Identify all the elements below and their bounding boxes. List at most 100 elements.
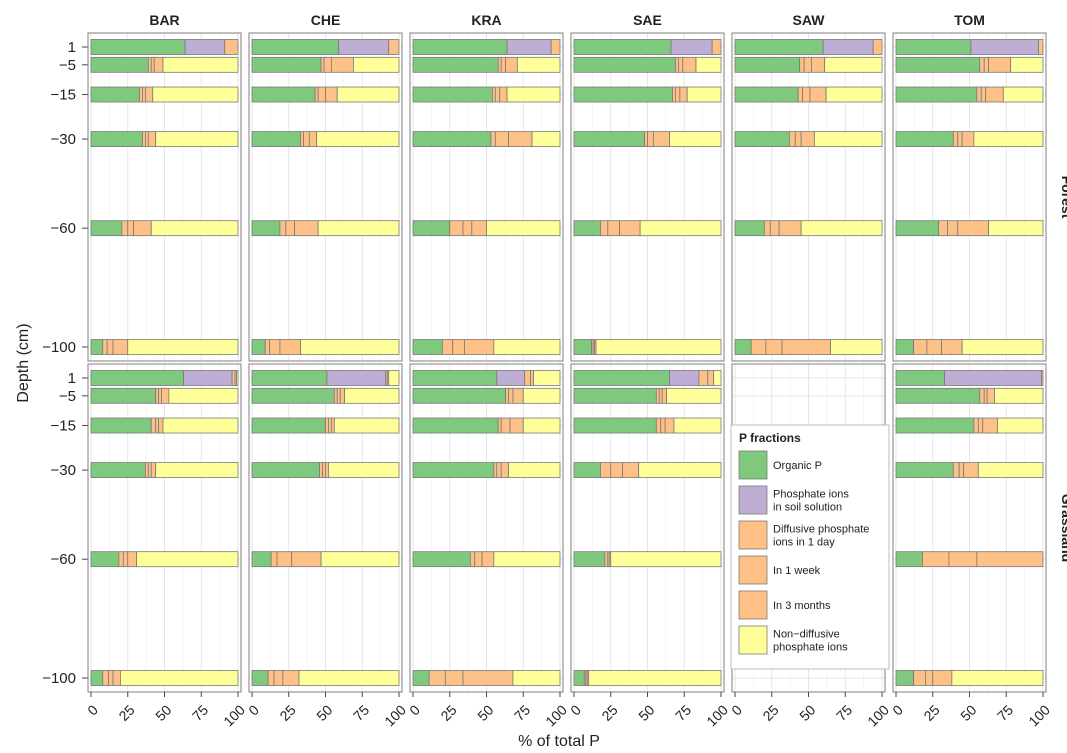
bar-segment-solution (944, 370, 1042, 386)
bar-segment-months (988, 56, 1012, 73)
row-strip-bg-grassland (1048, 364, 1066, 692)
bar-segment-organic (412, 462, 495, 478)
bar-segment-organic (412, 220, 451, 237)
bar-segment-nondiffusive (168, 387, 239, 404)
legend-label-line: In 3 months (773, 600, 831, 612)
bar-segment-day (150, 417, 157, 434)
bar-segment-day (698, 370, 709, 386)
y-tick-label: −5 (59, 388, 76, 405)
y-tick-label: 1 (68, 39, 76, 56)
bar-segment-day (655, 417, 662, 434)
bar-segment-organic (251, 670, 269, 686)
bar-segment-organic (895, 220, 940, 237)
bar-segment-nondiffusive (988, 220, 1044, 237)
bar-segment-week (494, 86, 501, 103)
bar-segment-week (500, 56, 507, 73)
bar-segment-nondiffusive (824, 56, 883, 73)
site-title-saw: SAW (793, 12, 826, 28)
bar-segment-nondiffusive (150, 220, 239, 237)
bar-segment-week (508, 387, 514, 404)
bar-segment-organic (412, 670, 430, 686)
bar-segment-months (800, 131, 815, 147)
panel-forest-che (248, 32, 403, 362)
bar-segment-day (922, 551, 950, 568)
site-title-bar: BAR (149, 12, 179, 28)
x-tick-label: 75 (189, 702, 211, 724)
bar-segment-week (444, 670, 464, 686)
bar-segment-day (441, 339, 454, 355)
bar-segment-day (497, 417, 502, 434)
bar-segment-day (144, 462, 149, 478)
x-tick-label: 25 (920, 702, 942, 724)
bar-segment-organic (573, 39, 672, 55)
bar-segment-week (802, 86, 811, 103)
bar-segment-organic (734, 39, 824, 55)
bar-segment-nondiffusive (1002, 86, 1044, 103)
bar-segment-week (658, 387, 663, 404)
bar-segment-day (979, 387, 985, 404)
bar-segment-months (462, 670, 514, 686)
bar-segment-months (153, 56, 164, 73)
bar-segment-organic (895, 86, 978, 103)
bar-segment-solution (184, 39, 226, 55)
bar-segment-day (711, 39, 722, 55)
bar-segment-organic (734, 86, 799, 103)
legend-label-nondiffusive: Non−diffusive phosphate ions (773, 629, 848, 654)
bar-segment-nondiffusive (508, 462, 561, 478)
x-tick-label: 0 (406, 702, 423, 719)
bar-segment-day (121, 220, 129, 237)
bar-segment-day (913, 670, 926, 686)
panel-forest-sae (570, 32, 725, 362)
bar-segment-day (428, 670, 446, 686)
legend-label-organic: Organic P (773, 460, 822, 472)
bar-segment-day (655, 387, 660, 404)
bar-segment-months (308, 131, 318, 147)
bar-segment-months (941, 339, 963, 355)
x-tick-label: 75 (994, 702, 1016, 724)
x-tick-label: 0 (567, 702, 584, 719)
bar-segment-week (675, 86, 681, 103)
bar-segment-nondiffusive (673, 417, 722, 434)
bar-segment-nondiffusive (531, 131, 561, 147)
bar-segment-day (449, 220, 464, 237)
bar-segment-week (127, 220, 135, 237)
y-axis-title: Depth (cm) (15, 323, 32, 402)
bar-segment-organic (734, 220, 765, 237)
bar-segment-nondiffusive (516, 56, 561, 73)
bar-segment-week (303, 131, 310, 147)
x-tick-label: 100 (542, 702, 570, 730)
bar-segment-week (323, 56, 332, 73)
bar-segment-day (550, 39, 561, 55)
bar-segment-week (660, 417, 666, 434)
panel-forest-bar (87, 32, 242, 362)
bar-segment-organic (895, 417, 975, 434)
bar-segment-months (932, 670, 953, 686)
x-tick-label: 100 (864, 702, 892, 730)
bar-segment-nondiffusive (155, 131, 239, 147)
bar-segment-week (496, 462, 502, 478)
bar-segment-day (497, 56, 502, 73)
bar-segment-months (112, 339, 129, 355)
x-tick-label: 25 (598, 702, 620, 724)
bar-segment-week (977, 417, 984, 434)
bar-segment-week (980, 86, 987, 103)
bar-segment-day (952, 131, 959, 147)
row-strip-grassland: Grassland (1059, 494, 1067, 562)
bar-segment-organic (90, 417, 152, 434)
bar-segment-months (471, 220, 487, 237)
bar-segment-nondiffusive (336, 86, 400, 103)
bar-segment-day (675, 56, 679, 73)
bar-segment-day (270, 551, 278, 568)
bar-segment-nondiffusive (830, 339, 883, 355)
bar-segment-day (672, 86, 676, 103)
bar-segment-week (957, 131, 963, 147)
legend-label-line: Organic P (773, 460, 822, 472)
bar-segment-week (328, 417, 332, 434)
panel-forest-tom (892, 32, 1047, 362)
legend-label-line: In 1 week (773, 565, 821, 577)
x-tick-label: 0 (245, 702, 262, 719)
bar-segment-day (764, 220, 771, 237)
bar-segment-months (509, 417, 524, 434)
bar-segment-nondiffusive (639, 220, 722, 237)
